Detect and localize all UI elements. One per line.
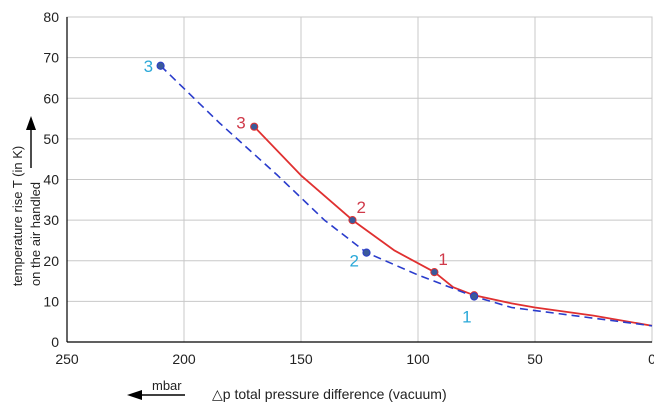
y-tick-label: 80 bbox=[43, 9, 59, 25]
x-tick-label: 250 bbox=[55, 351, 79, 367]
y-tick-label: 50 bbox=[43, 131, 59, 147]
data-point-marker bbox=[362, 248, 371, 257]
x-axis-label: △p total pressure difference (vacuum) bbox=[212, 386, 447, 402]
data-point-marker bbox=[470, 292, 479, 301]
y-tick-label: 70 bbox=[43, 50, 59, 66]
series-line-dashed bbox=[160, 65, 653, 327]
point-label: 3 bbox=[236, 114, 245, 133]
series-markers: 3 2 1 3 2 1 bbox=[144, 57, 479, 327]
y-tick-label: 40 bbox=[43, 172, 59, 188]
point-label: 2 bbox=[350, 252, 359, 271]
x-axis-unit: mbar bbox=[152, 378, 182, 393]
x-tick-label: 50 bbox=[527, 351, 543, 367]
y-tick-label: 20 bbox=[43, 253, 59, 269]
y-tick-label: 0 bbox=[51, 334, 59, 350]
data-point-marker bbox=[348, 216, 357, 225]
data-point-marker bbox=[156, 61, 165, 70]
point-label: 3 bbox=[144, 57, 153, 76]
y-axis-label-line1: temperature rise T (in K) bbox=[10, 146, 25, 286]
tick-labels: 0 10 20 30 40 50 60 70 80 250 200 150 100 50 0 bbox=[43, 9, 654, 367]
x-tick-label: 0 bbox=[648, 351, 654, 367]
y-axis-label-line2: on the air handled bbox=[28, 182, 43, 286]
x-axis-arrow-icon bbox=[127, 390, 185, 400]
point-label: 1 bbox=[438, 250, 447, 269]
grid-lines bbox=[66, 16, 653, 343]
series-lines bbox=[160, 65, 653, 327]
x-axis-title: mbar △p total pressure difference (vacuu… bbox=[127, 378, 447, 402]
y-tick-label: 60 bbox=[43, 90, 59, 106]
axes bbox=[66, 16, 653, 343]
y-axis-arrow-icon bbox=[26, 116, 36, 168]
y-tick-label: 30 bbox=[43, 212, 59, 228]
x-tick-label: 200 bbox=[172, 351, 196, 367]
point-label: 2 bbox=[356, 198, 365, 217]
y-tick-label: 10 bbox=[43, 293, 59, 309]
data-point-marker bbox=[250, 122, 259, 131]
x-tick-label: 100 bbox=[406, 351, 430, 367]
point-label: 1 bbox=[462, 308, 471, 327]
data-point-marker bbox=[430, 268, 439, 277]
series-line-solid bbox=[253, 126, 653, 327]
y-axis-title: temperature rise T (in K) on the air han… bbox=[10, 116, 43, 286]
x-tick-label: 150 bbox=[289, 351, 313, 367]
